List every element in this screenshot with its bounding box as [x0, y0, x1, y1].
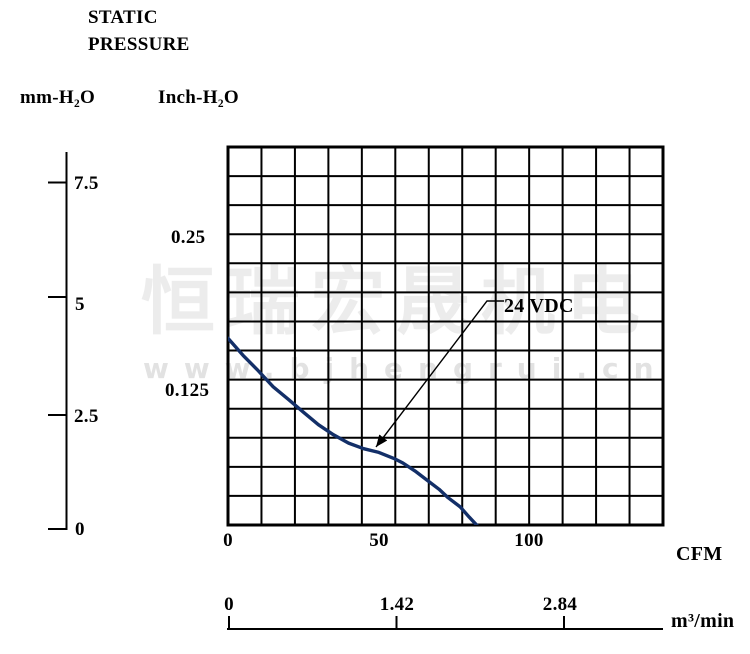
y-axis-unit-inch: Inch-H₂O	[158, 87, 239, 108]
grid-lines	[227, 146, 664, 526]
m3min-tick-label-0: 0	[224, 594, 234, 615]
y-axis-unit-mm: mm-H₂O	[20, 87, 96, 108]
m3min-tick-label-1-42: 1.42	[379, 594, 415, 615]
m3min-tick-label-2-84: 2.84	[542, 594, 578, 615]
voltage-annotation-label: 24 VDC	[504, 295, 574, 317]
fan-curve-group	[228, 336, 479, 525]
mm-tick-label-2-5: 2.5	[74, 406, 99, 427]
mm-tick-label-0: 0	[75, 519, 85, 540]
cfm-tick-label-50: 50	[369, 530, 389, 551]
mm-tick-label-5: 5	[75, 294, 85, 315]
mm-tick-label-7-5: 7.5	[74, 173, 99, 194]
x-axis-unit-cfm: CFM	[676, 543, 723, 565]
m3min-axis	[227, 616, 663, 630]
watermark-logo-text: 恒瑞宏晟机电	[141, 259, 651, 345]
chart-title-line2: PRESSURE	[88, 34, 190, 55]
inch-tick-label-0-125: 0.125	[165, 380, 210, 401]
mm-h2o-axis	[48, 152, 68, 530]
fan-curve	[228, 336, 479, 525]
annotation-arrow	[375, 300, 504, 448]
chart-title-line1: STATIC	[88, 7, 158, 28]
cfm-tick-label-100: 100	[514, 530, 544, 551]
grid-border	[226, 145, 665, 527]
cfm-tick-label-0: 0	[223, 530, 233, 551]
x-axis-unit-m3min: m³/min	[671, 610, 735, 632]
inch-tick-label-0-25: 0.25	[171, 227, 206, 248]
